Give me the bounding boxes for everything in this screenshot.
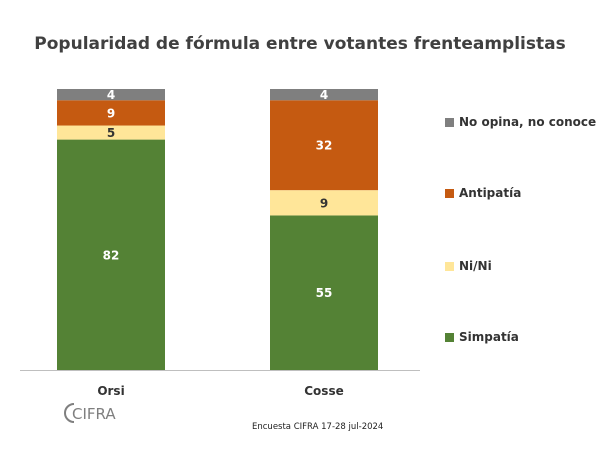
legend-item-ni-ni: Ni/Ni <box>445 259 492 273</box>
legend: No opina, no conoce Antipatía Ni/Ni Simp… <box>445 0 600 450</box>
data-label-cosse-no-opina-no-conoce: 4 <box>320 88 328 102</box>
legend-swatch-no-opina <box>445 117 454 127</box>
bar-orsi-antipatia <box>57 100 165 126</box>
bar-cosse-simpatia <box>270 215 378 370</box>
data-label-orsi-ni-ni: 5 <box>107 126 115 140</box>
legend-label-antipatia: Antipatía <box>459 186 522 200</box>
legend-swatch-simpatia <box>445 332 454 342</box>
data-label-cosse-antipatia: 32 <box>316 139 333 153</box>
logo-text: CIFRA <box>72 405 116 423</box>
stacked-bar-chart: 82 5 9 4 Orsi 55 9 32 4 Cosse <box>20 88 420 398</box>
legend-item-no-opina: No opina, no conoce <box>445 115 596 129</box>
bar-orsi-simpatia <box>57 139 165 370</box>
bar-orsi-no-opina-no-conoce <box>57 89 165 101</box>
legend-label-ni-ni: Ni/Ni <box>459 259 492 273</box>
data-label-cosse-ni-ni: 9 <box>320 196 328 210</box>
legend-item-antipatia: Antipatía <box>445 186 521 200</box>
x-tick-label-cosse: Cosse <box>304 384 343 398</box>
chart-title: Popularidad de fórmula entre votantes fr… <box>34 34 566 54</box>
legend-item-simpatia: Simpatía <box>445 330 519 344</box>
legend-label-simpatia: Simpatía <box>459 330 519 344</box>
legend-swatch-ni-ni <box>445 261 454 271</box>
data-label-orsi-no-opina-no-conoce: 4 <box>107 88 115 102</box>
bar-cosse-ni-ni <box>270 190 378 216</box>
legend-swatch-antipatia <box>445 188 454 198</box>
cifra-logo: CIFRA <box>62 401 122 429</box>
bar-cosse-antipatia <box>270 100 378 191</box>
bar-cosse-no-opina-no-conoce <box>270 89 378 101</box>
data-label-cosse-simpatia: 55 <box>316 286 333 300</box>
data-label-orsi-antipatia: 9 <box>107 106 115 120</box>
x-tick-label-orsi: Orsi <box>97 384 124 398</box>
legend-label-no-opina: No opina, no conoce <box>459 115 597 129</box>
source-note: Encuesta CIFRA 17-28 jul-2024 <box>252 422 384 432</box>
bar-orsi-ni-ni <box>57 125 165 140</box>
data-label-orsi-simpatia: 82 <box>103 248 120 262</box>
